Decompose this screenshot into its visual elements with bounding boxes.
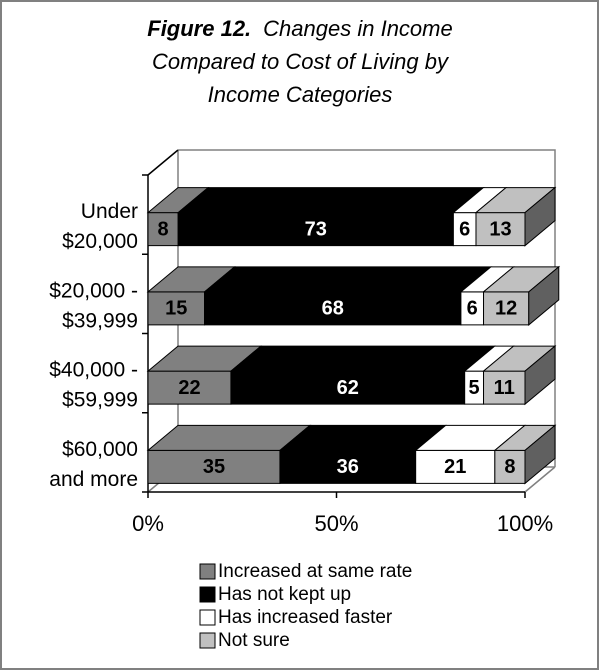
bar-segment bbox=[146, 345, 263, 405]
value-label: 68 bbox=[322, 298, 344, 320]
category-line: $20,000 - bbox=[49, 279, 138, 302]
value-label: 15 bbox=[165, 298, 187, 320]
bar-front bbox=[475, 212, 526, 247]
floor-edge bbox=[524, 466, 556, 493]
bar-side bbox=[524, 186, 556, 247]
figure-label: Figure 12. bbox=[147, 16, 251, 41]
bar-front bbox=[147, 291, 206, 326]
bar-top bbox=[203, 266, 493, 293]
value-label: 35 bbox=[203, 456, 225, 478]
value-label: 62 bbox=[337, 377, 359, 399]
legend-label: Has increased faster bbox=[218, 607, 393, 628]
chart-title-line: Income Categories bbox=[208, 82, 393, 107]
category-line: $60,000 bbox=[62, 437, 138, 460]
bar-segment bbox=[493, 424, 557, 485]
category-line: $40,000 - bbox=[49, 358, 138, 381]
bar-front bbox=[230, 370, 466, 405]
legend-swatch bbox=[199, 563, 216, 580]
category-line: $39,999 bbox=[62, 309, 138, 332]
bar-segment bbox=[146, 187, 210, 247]
chart-title-line: Compared to Cost of Living by bbox=[152, 49, 450, 74]
bar-top bbox=[229, 345, 497, 372]
category-line: and more bbox=[49, 467, 138, 490]
legend-label: Not sure bbox=[218, 630, 290, 651]
value-label: 21 bbox=[444, 456, 466, 478]
value-label: 13 bbox=[489, 218, 511, 240]
bar-side bbox=[524, 424, 556, 485]
value-label: 6 bbox=[459, 218, 470, 240]
category-line: Under bbox=[81, 200, 138, 223]
bar-segment bbox=[203, 266, 493, 326]
bar-front bbox=[147, 370, 232, 405]
value-label: 22 bbox=[178, 377, 200, 399]
legend-swatch bbox=[199, 586, 216, 603]
bar-front bbox=[279, 449, 417, 484]
legend-swatch bbox=[199, 632, 216, 649]
category-line: $20,000 bbox=[62, 230, 138, 253]
bar-segment bbox=[176, 187, 485, 247]
category-label: $20,000 - $39,999 bbox=[49, 279, 138, 332]
bar-top bbox=[176, 187, 485, 214]
wall-edge bbox=[147, 149, 179, 176]
bar-segment bbox=[414, 424, 527, 484]
legend-label: Increased at same rate bbox=[218, 561, 412, 582]
bar-front bbox=[415, 449, 496, 484]
value-label: 11 bbox=[494, 377, 515, 399]
bar-segment bbox=[474, 186, 557, 247]
bar-segment bbox=[482, 265, 561, 326]
x-tick-label: 100% bbox=[497, 511, 553, 536]
category-label: $40,000 - $59,999 bbox=[49, 358, 138, 411]
chart-title-line: Figure 12. Changes in Income bbox=[147, 16, 452, 41]
category-label: Under $20,000 bbox=[62, 200, 138, 253]
bar-front bbox=[147, 449, 281, 484]
value-label: 8 bbox=[504, 456, 515, 478]
bar-segment bbox=[146, 424, 312, 484]
x-tick-label: 50% bbox=[314, 511, 358, 536]
legend-swatch bbox=[199, 609, 216, 626]
value-label: 8 bbox=[158, 218, 169, 240]
bar-front bbox=[147, 212, 179, 247]
bar-segment bbox=[482, 345, 557, 406]
value-label: 12 bbox=[495, 298, 517, 320]
bar-segment bbox=[278, 424, 448, 484]
title-text: Changes in Income bbox=[263, 16, 453, 41]
bar-side bbox=[524, 345, 556, 406]
bar-segment bbox=[229, 345, 497, 405]
value-label: 36 bbox=[337, 456, 359, 478]
bar-front bbox=[204, 291, 462, 326]
bar-front bbox=[494, 449, 526, 484]
bar-segment bbox=[146, 266, 236, 326]
value-label: 73 bbox=[305, 218, 327, 240]
value-label: 5 bbox=[469, 377, 480, 399]
bar-side bbox=[528, 265, 560, 326]
value-label: 6 bbox=[467, 298, 478, 320]
category-label: $60,000 and more bbox=[49, 437, 138, 490]
legend-label: Has not kept up bbox=[218, 584, 351, 605]
category-line: $59,999 bbox=[62, 388, 138, 411]
x-tick-label: 0% bbox=[132, 511, 164, 536]
